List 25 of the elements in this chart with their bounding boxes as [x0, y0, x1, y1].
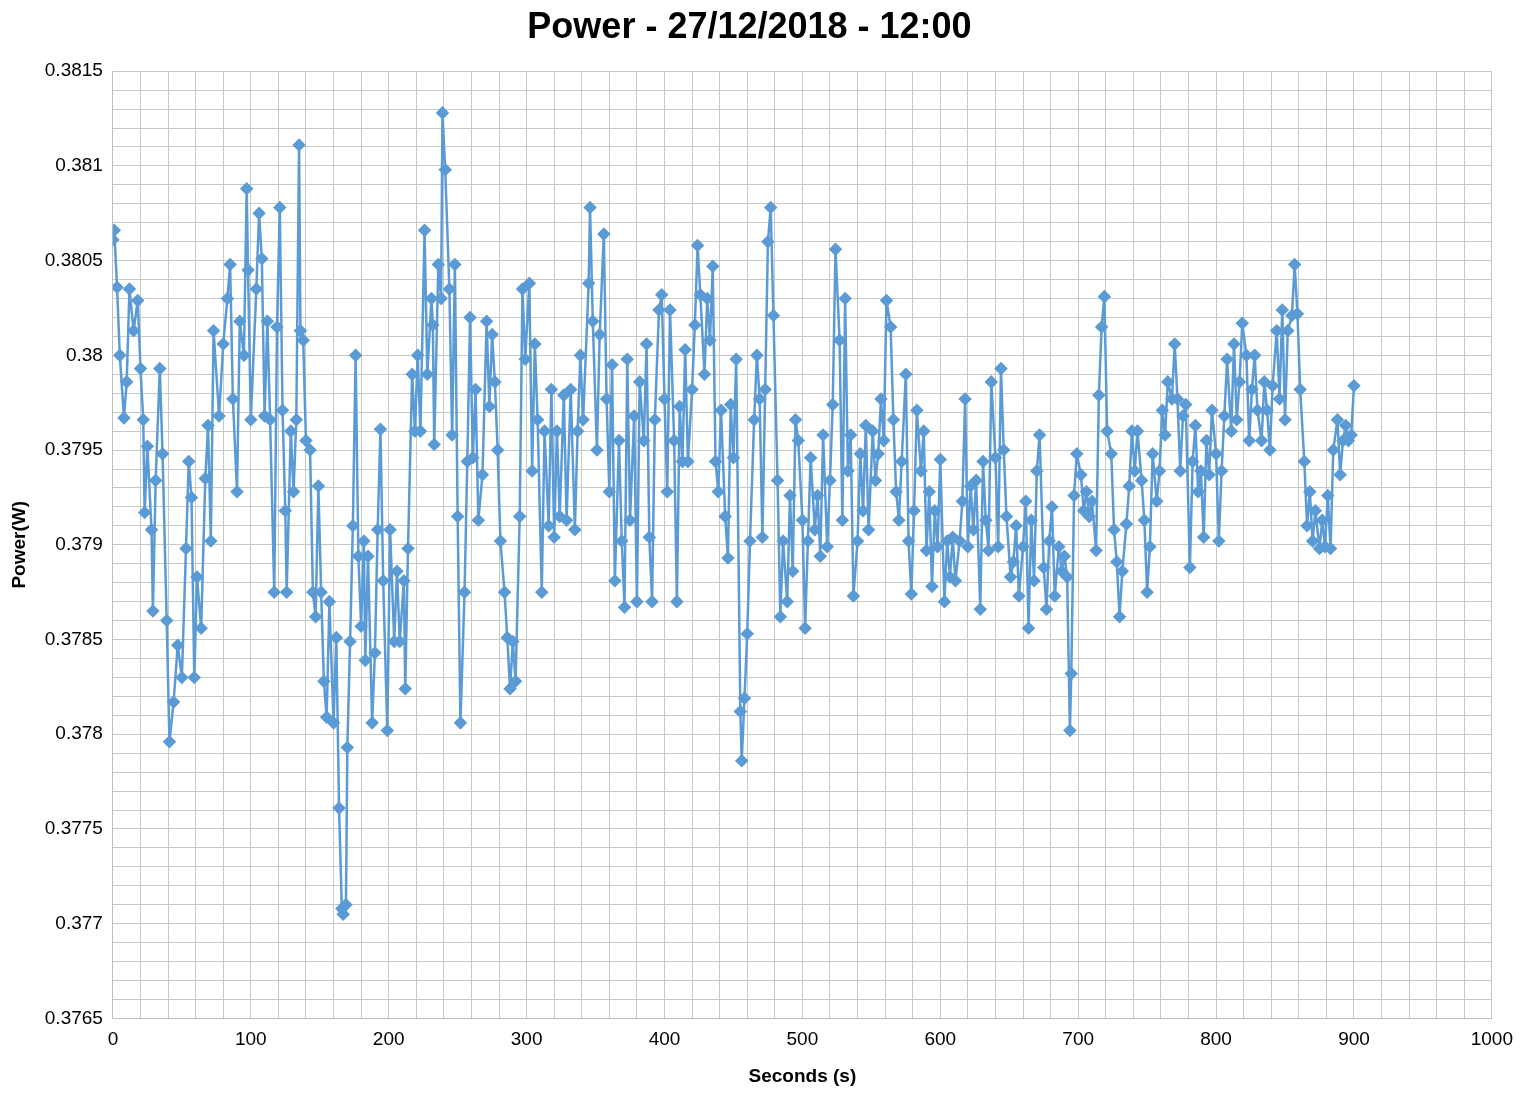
y-tick-label: 0.3805	[44, 248, 103, 270]
y-tick-label: 0.38	[65, 343, 103, 365]
x-tick-label: 700	[1062, 1028, 1095, 1050]
y-tick-label: 0.3815	[44, 59, 103, 81]
y-axis-title: Power(W)	[7, 501, 29, 589]
x-tick-label: 500	[786, 1028, 819, 1050]
x-tick-label: 900	[1338, 1028, 1370, 1050]
x-tick-label: 300	[510, 1028, 543, 1050]
x-tick-label: 100	[234, 1028, 267, 1050]
y-tick-label: 0.381	[55, 154, 103, 176]
x-tick-label: 1000	[1470, 1028, 1514, 1050]
x-axis-title: Seconds (s)	[748, 1064, 857, 1086]
chart-title: Power - 27/12/2018 - 12:00	[527, 4, 972, 46]
y-tick-label: 0.378	[55, 722, 103, 744]
y-tick-label: 0.3775	[44, 817, 103, 839]
x-tick-label: 0	[107, 1028, 119, 1050]
x-tick-label: 600	[924, 1028, 957, 1050]
x-tick-label: 200	[372, 1028, 405, 1050]
y-tick-label: 0.3795	[44, 438, 103, 460]
y-tick-label: 0.3785	[44, 627, 103, 649]
y-tick-label: 0.3765	[44, 1006, 103, 1028]
x-tick-label: 400	[648, 1028, 681, 1050]
x-tick-label: 800	[1200, 1028, 1232, 1050]
y-tick-label: 0.377	[55, 911, 103, 933]
y-tick-label: 0.379	[55, 533, 103, 555]
